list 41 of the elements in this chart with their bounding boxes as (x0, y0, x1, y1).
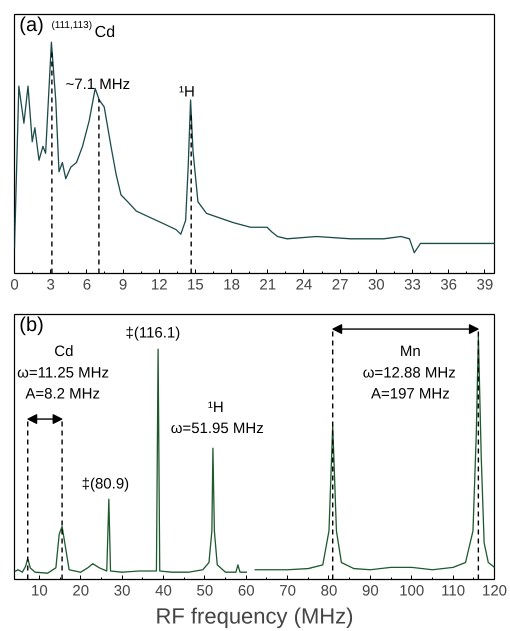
x-tick-label: 12 (150, 276, 168, 294)
x-tick-label: 3 (46, 276, 55, 294)
annotation: ω=51.95 MHz (170, 420, 264, 437)
annotation: Mn (400, 343, 421, 360)
x-tick-label: 18 (223, 276, 240, 294)
x-tick-label: 30 (114, 582, 130, 600)
annotation: Cd (54, 343, 74, 360)
x-tick-label: 80 (320, 582, 338, 600)
x-tick-label: 10 (30, 582, 48, 600)
x-tick-label: 70 (279, 582, 296, 600)
annotation: ¹H (208, 398, 224, 416)
x-tick-label: 24 (296, 276, 312, 294)
x-tick-label: 9 (118, 276, 128, 294)
x-tick-label: 36 (440, 276, 458, 294)
text: (a) (19, 14, 44, 36)
x-tick-label: 120 (482, 582, 508, 600)
x-tick-label: 6 (82, 276, 92, 294)
x-tick-label: 110 (441, 582, 466, 600)
x-tick-label: 33 (404, 276, 421, 294)
x-tick-label: 60 (238, 582, 255, 600)
x-tick-label: 20 (72, 582, 90, 600)
annotation: A=197 MHz (370, 386, 450, 402)
annotation: ~7.1 MHz (66, 76, 130, 93)
x-tick-label: 50 (196, 582, 214, 600)
x-tick-label: 40 (155, 582, 172, 600)
x-tick-label: 30 (368, 276, 385, 294)
x-tick-label: 21 (259, 276, 276, 294)
x-axis-title: RF frequency (MHz) (155, 604, 354, 628)
annotation: A=8.2 MHz (25, 386, 100, 402)
x-tick-label: 90 (362, 582, 379, 600)
x-tick-label: 100 (399, 582, 424, 600)
x-tick-label: 15 (187, 276, 204, 294)
annotation: ‡(116.1) (126, 324, 180, 342)
annotation: ‡(80.9) (82, 476, 130, 493)
annotation: ω=12.88 MHz (362, 364, 456, 382)
x-tick-label: 0 (10, 276, 19, 294)
text: (b) (19, 314, 44, 336)
annotation: ¹H (179, 84, 195, 101)
annotation: ω=11.25 MHz (17, 364, 110, 382)
x-tick-label: 39 (476, 276, 494, 294)
x-tick-label: 27 (332, 276, 348, 294)
